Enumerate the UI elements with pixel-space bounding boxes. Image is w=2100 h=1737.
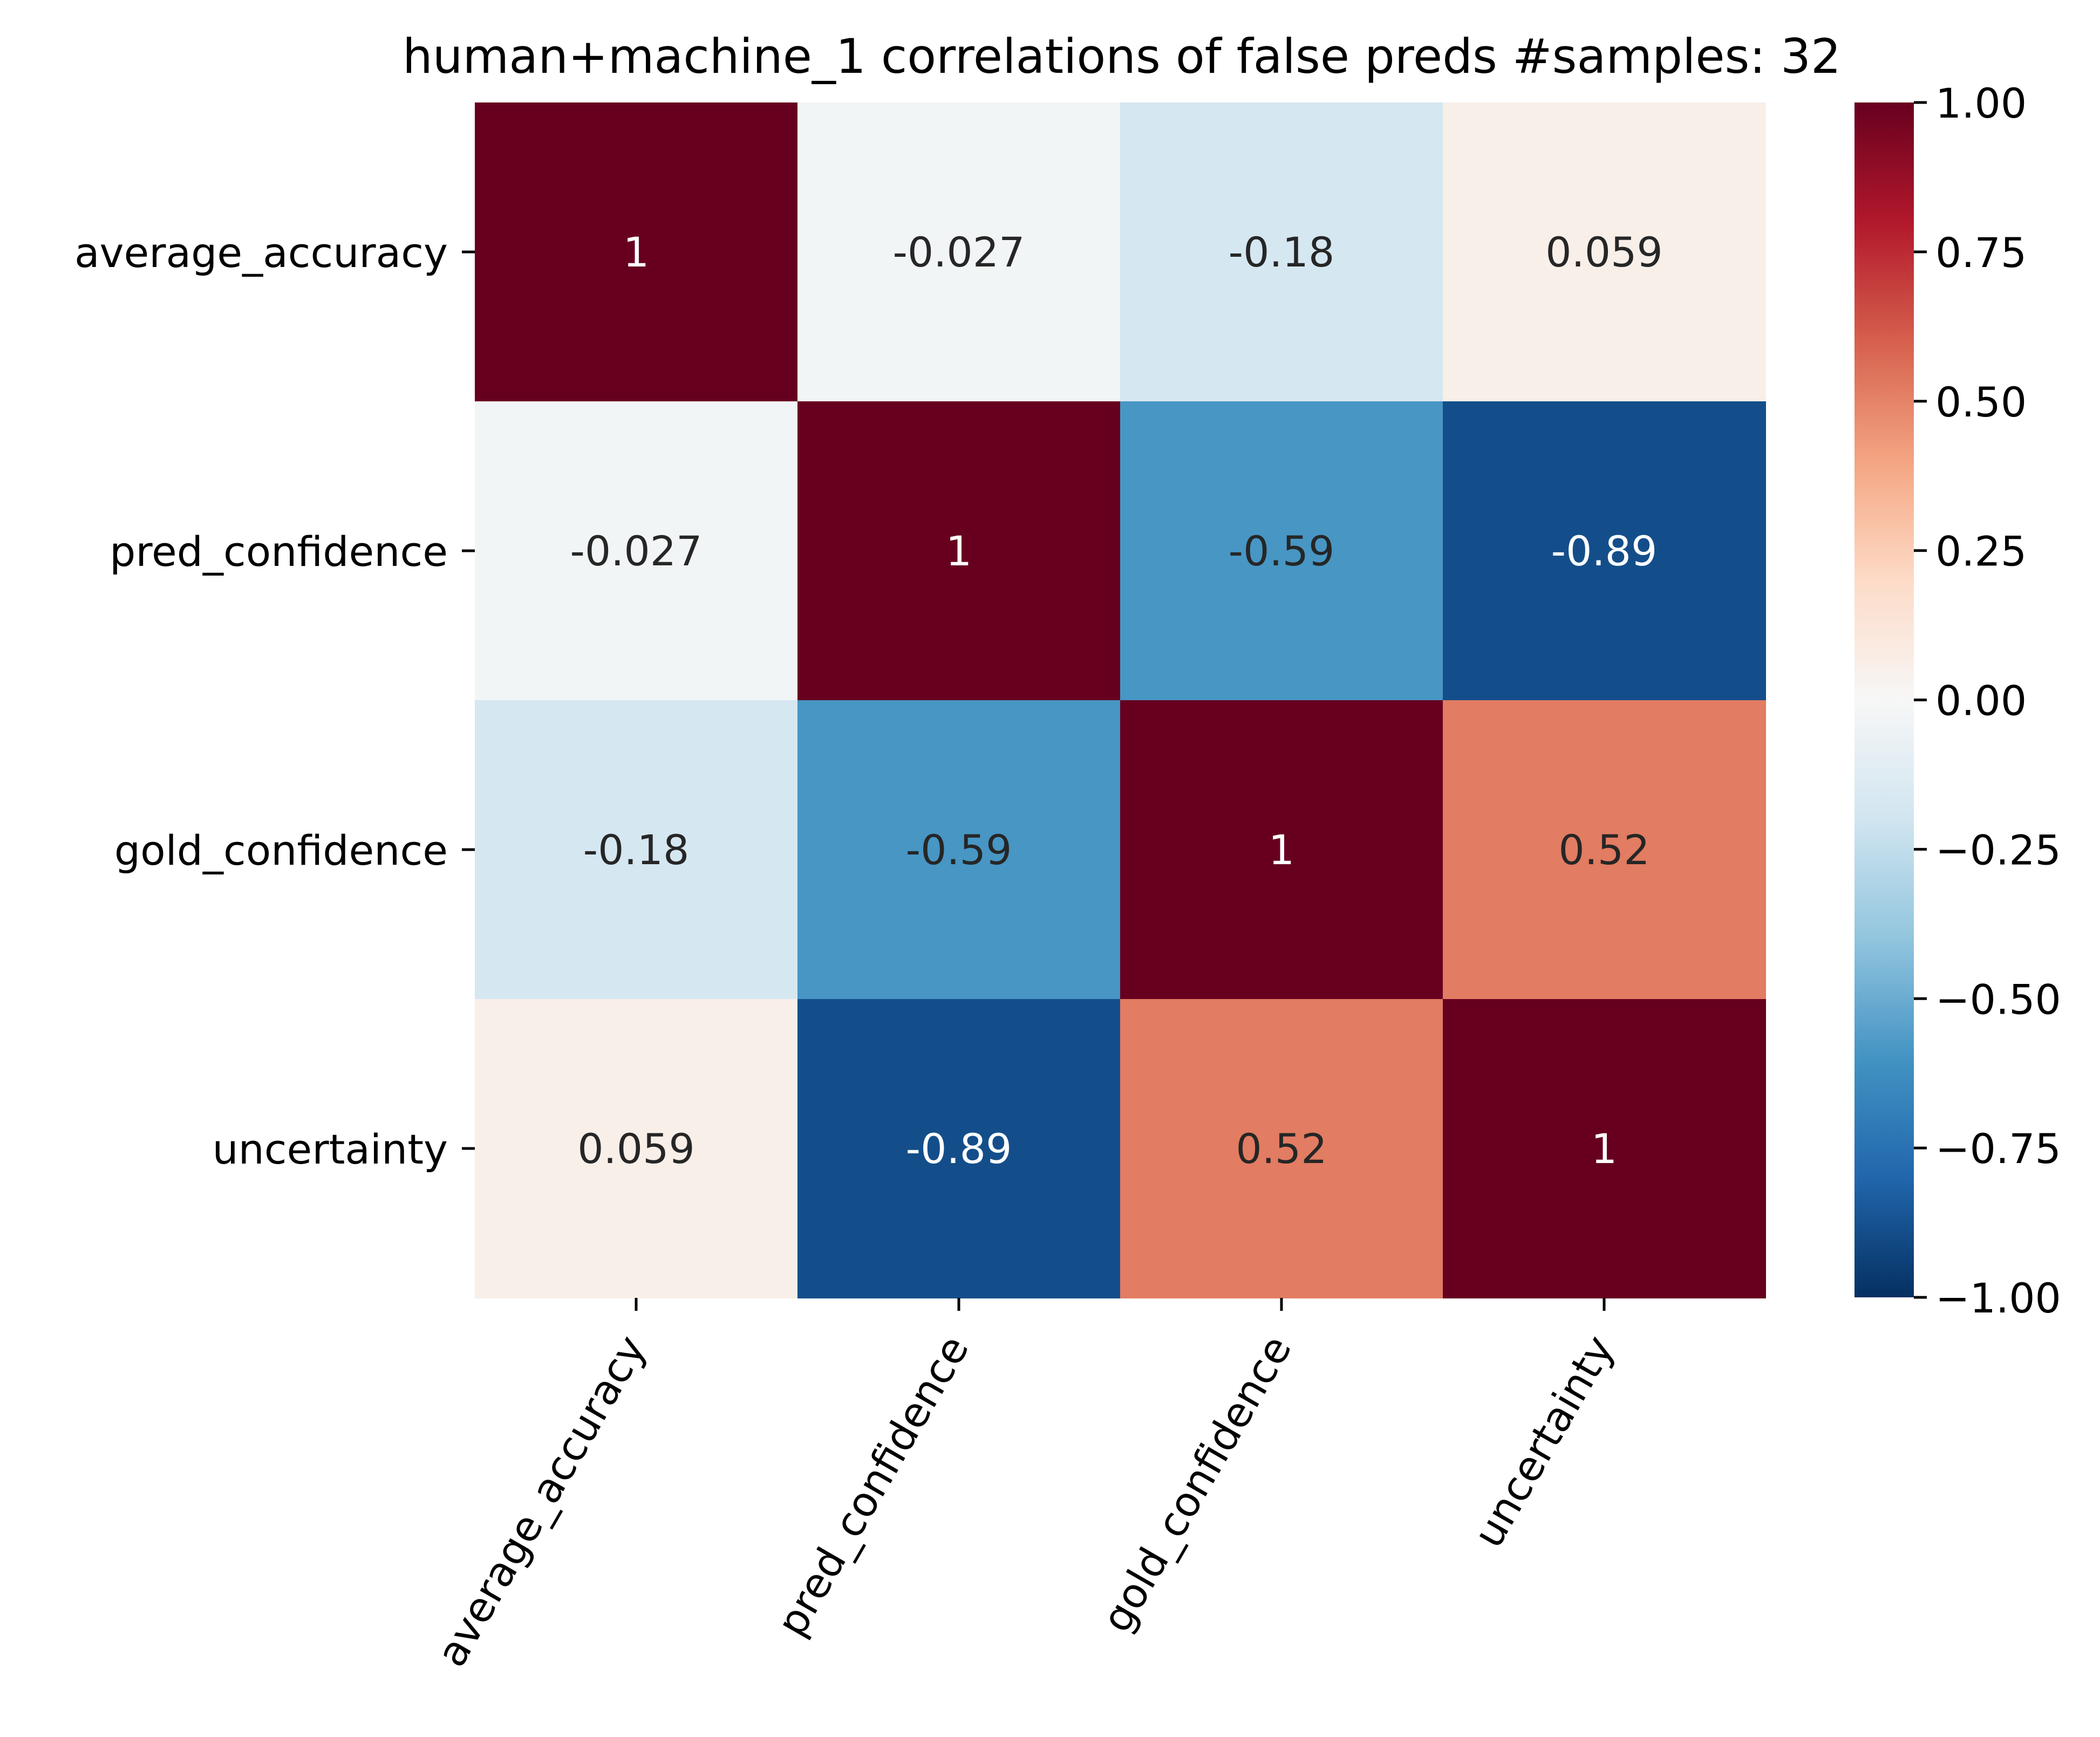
heatmap-cell xyxy=(1120,700,1443,1000)
heatmap-cell xyxy=(1120,999,1443,1298)
y-axis: average_accuracy pred_confidence gold_conf… xyxy=(74,229,475,1173)
colorbar-gradient xyxy=(1854,102,1914,1297)
colorbar-tick-label: −1.00 xyxy=(1935,1274,2061,1322)
heatmap-cell xyxy=(1443,401,1766,701)
heatmap-cell xyxy=(475,102,798,402)
heatmap-cell xyxy=(797,999,1121,1298)
cell-value-label: 0.059 xyxy=(1545,228,1663,276)
heatmap-cells xyxy=(475,102,1766,1298)
cell-value-label: -0.89 xyxy=(1551,527,1658,575)
colorbar-ticks: −1.00 −0.75 −0.50 −0.25 0.00 0.25 0.50 0.75 1.00 xyxy=(1914,79,2061,1322)
colorbar-tick-label: 0.75 xyxy=(1935,229,2027,277)
y-tick-label: uncertainty xyxy=(212,1125,448,1173)
heatmap-cell xyxy=(1443,700,1766,1000)
cell-value-label: -0.89 xyxy=(906,1125,1012,1173)
colorbar-tick-label: 0.25 xyxy=(1935,528,2027,576)
cell-value-label: 1 xyxy=(946,527,972,575)
x-tick-label: average_accuracy xyxy=(427,1328,656,1675)
colorbar-tick-label: 1.00 xyxy=(1935,79,2027,127)
colorbar-tick-label: −0.50 xyxy=(1935,975,2061,1023)
heatmap-cell xyxy=(475,401,798,701)
cell-value-label: -0.18 xyxy=(1229,228,1335,276)
heatmap-cell xyxy=(1443,102,1766,402)
heatmap-cell xyxy=(797,700,1121,1000)
cell-value-label: -0.027 xyxy=(570,527,703,575)
heatmap-cell xyxy=(1443,999,1766,1298)
cell-value-label: -0.027 xyxy=(893,228,1025,276)
cell-value-label: 0.52 xyxy=(1558,826,1649,874)
colorbar-tick-label: −0.75 xyxy=(1935,1125,2061,1173)
heatmap-cell xyxy=(475,999,798,1298)
colorbar-tick-label: −0.25 xyxy=(1935,826,2061,874)
cell-value-label: 1 xyxy=(1269,826,1294,874)
colorbar-tick-label: 0.00 xyxy=(1935,677,2027,725)
x-tick-label: pred_confidence xyxy=(767,1328,978,1644)
cell-value-label: 0.52 xyxy=(1236,1125,1327,1173)
colorbar-tick-label: 0.50 xyxy=(1935,378,2027,426)
y-tick-label: gold_confidence xyxy=(114,826,448,874)
cell-value-label: 0.059 xyxy=(577,1125,695,1173)
cell-value-label: -0.59 xyxy=(1229,527,1335,575)
x-tick-label: gold_confidence xyxy=(1092,1328,1300,1640)
heatmap-cell xyxy=(797,401,1121,701)
cell-value-label: -0.59 xyxy=(906,826,1012,874)
heatmap-cell xyxy=(475,700,798,1000)
cell-value-label: 1 xyxy=(623,228,649,276)
cell-value-label: -0.18 xyxy=(583,826,690,874)
x-tick-label: uncertainty xyxy=(1464,1328,1623,1556)
heatmap-cell xyxy=(797,102,1121,402)
chart-title: human+machine_1 correlations of false pr… xyxy=(403,29,1841,84)
cell-value-label: 1 xyxy=(1591,1125,1617,1173)
heatmap-cell xyxy=(1120,102,1443,402)
x-axis: average_accuracy pred_confidence gold_conf… xyxy=(427,1298,1624,1674)
y-tick-label: average_accuracy xyxy=(74,229,448,277)
y-tick-label: pred_confidence xyxy=(110,528,448,576)
heatmap-cell xyxy=(1120,401,1443,701)
colorbar: −1.00 −0.75 −0.50 −0.25 0.00 0.25 0.50 0.75 1.00 xyxy=(1854,79,2061,1322)
heatmap-cell-labels: 1 -0.027 -0.18 0.059 -0.027 1 -0.59 -0.89 -0.18 -… xyxy=(570,228,1663,1173)
